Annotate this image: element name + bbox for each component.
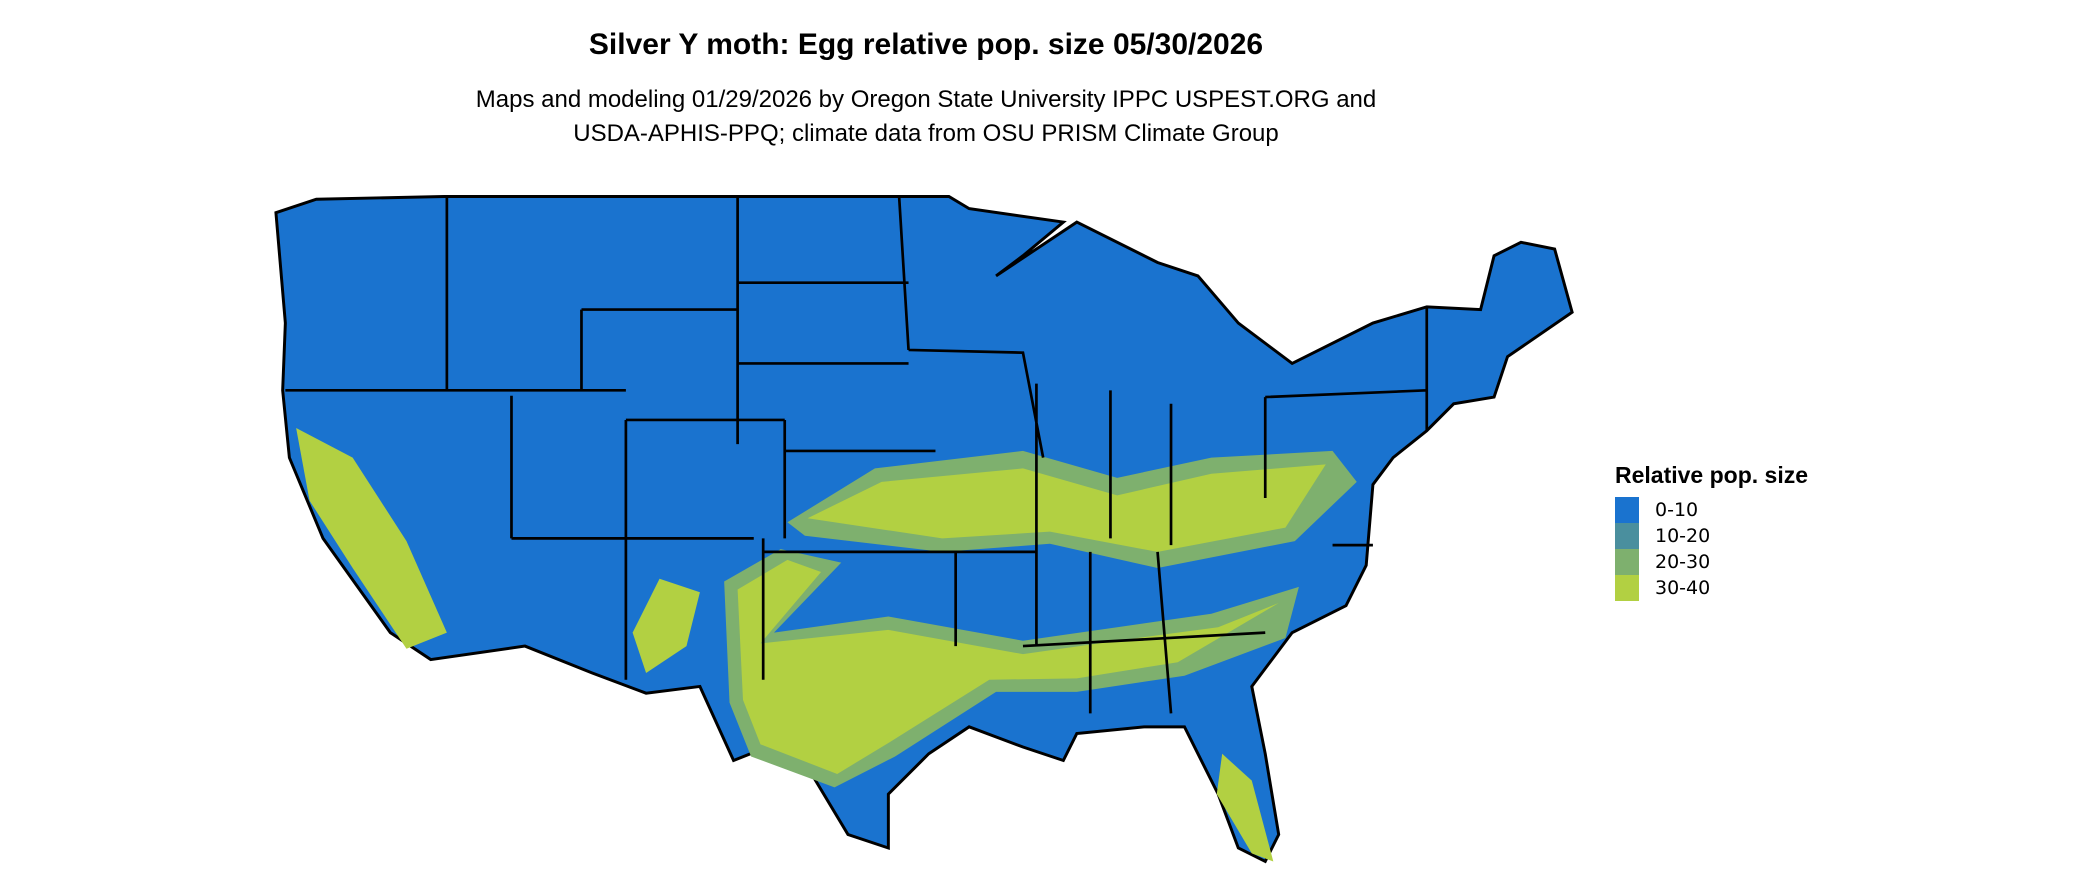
state-borders: [285, 195, 1429, 714]
legend-label: 30-40: [1655, 577, 1711, 599]
risk-region: [737, 559, 1279, 774]
risk-region: [296, 428, 447, 649]
legend-swatch: [1615, 497, 1639, 523]
map-subtitle-line1: Maps and modeling 01/29/2026 by Oregon S…: [475, 86, 1377, 113]
legend-swatch: [1615, 575, 1639, 601]
legend-item: 10-20: [1615, 523, 1808, 549]
legend: Relative pop. size 0-10 10-20 20-30 30-40: [1615, 462, 1808, 601]
risk-region: [807, 464, 1326, 552]
risk-region: [632, 578, 700, 673]
map-title: Silver Y moth: Egg relative pop. size 05…: [588, 28, 1264, 61]
legend-swatch: [1615, 523, 1639, 549]
legend-label: 10-20: [1655, 525, 1711, 547]
legend-label: 0-10: [1655, 499, 1699, 521]
risk-region: [1216, 753, 1274, 862]
legend-label: 20-30: [1655, 551, 1711, 573]
legend-item: 0-10: [1615, 497, 1808, 523]
legend-item: 20-30: [1615, 549, 1808, 575]
legend-item: 30-40: [1615, 575, 1808, 601]
legend-swatch: [1615, 549, 1639, 575]
legend-title: Relative pop. size: [1615, 462, 1809, 488]
map-subtitle-line2: USDA-APHIS-PPQ; climate data from OSU PR…: [573, 120, 1279, 147]
